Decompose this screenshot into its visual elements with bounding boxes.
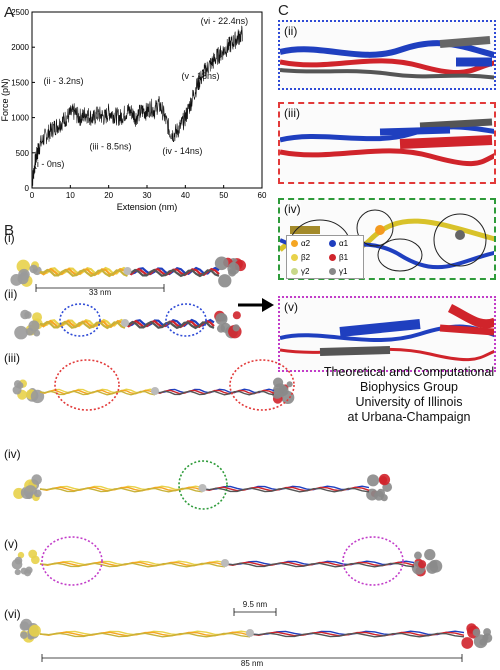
chain-legend: α2 α1 β2 β1 γ2 γ1 (286, 235, 364, 279)
row-label: (iii) (4, 351, 20, 365)
highlight-ellipse (229, 359, 295, 411)
legend-swatch (291, 268, 298, 275)
legend-item: β1 (329, 253, 348, 262)
protein-ribbon-iii (280, 118, 494, 167)
y-tick-label: 1500 (11, 78, 29, 87)
chart-annotation: (v - 18ns) (182, 71, 220, 81)
y-tick-label: 2000 (11, 43, 29, 52)
molecule-snapshots: (i) (ii) (iii) (iv) (v) (vi) 33 nm 9.5 nm 85 nm (4, 231, 493, 668)
panel-c-label-iii: (iii) (284, 106, 300, 120)
row-label: (vi) (4, 607, 21, 621)
legend-swatch (291, 254, 298, 261)
legend-swatch (329, 240, 336, 247)
x-tick-label: 30 (143, 191, 152, 200)
panel-c-label-v: (v) (284, 300, 298, 314)
y-tick-label: 1000 (11, 114, 29, 123)
legend-label: β1 (339, 253, 349, 262)
fibrinogen-molecule (11, 548, 443, 577)
x-tick-label: 10 (66, 191, 75, 200)
scale-bar-label: 33 nm (89, 288, 112, 297)
chart-annotation: (iii - 8.5ns) (90, 141, 132, 151)
x-tick-label: 60 (258, 191, 267, 200)
affiliation-line-4: at Urbana-Champaign (347, 410, 471, 424)
panel-c-box-iii: (iii) (278, 102, 496, 184)
row-label: (iv) (4, 447, 21, 461)
legend-label: α2 (301, 239, 311, 248)
scale-bar-label: 9.5 nm (243, 600, 268, 609)
row-label: (i) (4, 231, 15, 245)
highlight-ellipse (41, 536, 103, 586)
legend-item: β2 (291, 253, 310, 262)
panel-c-letter: C (278, 2, 289, 19)
x-axis-label: Extension (nm) (117, 202, 178, 212)
legend-label: α1 (339, 239, 349, 248)
arrow-to-panel-c (238, 298, 274, 312)
fibrinogen-molecule (10, 256, 247, 288)
x-tick-label: 0 (30, 191, 35, 200)
y-axis-label: Force (pN) (0, 78, 10, 121)
x-tick-label: 20 (104, 191, 113, 200)
highlight-ellipse (165, 303, 207, 337)
force-series-line (31, 25, 243, 189)
legend-item: γ2 (291, 267, 309, 276)
highlight-ellipse (59, 303, 101, 337)
highlight-ellipse (342, 536, 404, 586)
panel-c-box-v: (v) (278, 296, 496, 372)
force-extension-chart: 0 10 20 30 40 50 60 0 500 1000 1500 2000 2500 Extensi… (0, 8, 267, 212)
row-label: (ii) (4, 287, 17, 301)
protein-ribbon-v (280, 303, 494, 362)
x-tick-label: 50 (219, 191, 228, 200)
affiliation-line-3: University of Illinois (355, 395, 463, 409)
highlight-ellipse (54, 359, 120, 411)
row-label: (v) (4, 537, 18, 551)
y-tick-label: 500 (16, 149, 30, 158)
affiliation-line-1: Theoretical and Computational (323, 365, 495, 379)
panel-c-label-ii: (ii) (284, 24, 298, 38)
scale-bar-label: 85 nm (241, 659, 264, 668)
chart-annotation: (i - 0ns) (34, 159, 65, 169)
y-tick-label: 2500 (11, 8, 29, 17)
legend-swatch (329, 268, 336, 275)
legend-label: γ1 (339, 267, 348, 276)
legend-label: β2 (301, 253, 311, 262)
panel-c-box-ii: (ii) (278, 20, 496, 90)
affiliation-text: Theoretical and Computational Biophysics… (318, 365, 500, 425)
plot-frame (31, 11, 263, 189)
x-tick-label: 40 (181, 191, 190, 200)
chart-annotation: (ii - 3.2ns) (44, 76, 84, 86)
fibrinogen-molecule (13, 473, 393, 502)
panel-a-letter: A (4, 4, 15, 21)
chart-annotation: (iv - 14ns) (162, 146, 202, 156)
legend-swatch (329, 254, 336, 261)
highlight-ellipse (178, 460, 228, 510)
affiliation-line-2: Biophysics Group (360, 380, 458, 394)
legend-item: α2 (291, 239, 310, 248)
y-tick-label: 0 (25, 184, 30, 193)
chart-annotation: (vi - 22.4ns) (201, 16, 249, 26)
legend-label: γ2 (301, 267, 310, 276)
panel-b-letter: B (4, 222, 15, 239)
fibrinogen-molecule (19, 618, 493, 649)
panel-c-label-iv: (iv) (284, 202, 301, 216)
legend-item: α1 (329, 239, 348, 248)
fibrinogen-molecule (14, 309, 242, 340)
legend-swatch (291, 240, 298, 247)
legend-item: γ1 (329, 267, 347, 276)
protein-ribbon-ii (280, 36, 494, 80)
